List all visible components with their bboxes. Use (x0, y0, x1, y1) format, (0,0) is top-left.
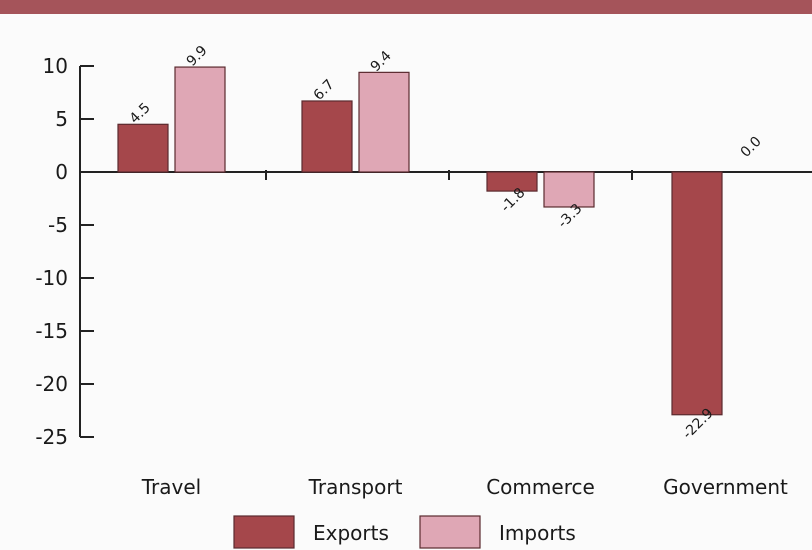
data-label: 9.9 (184, 43, 211, 70)
legend-swatch-imports (419, 515, 481, 549)
bar-exports-government (671, 171, 723, 416)
y-tick-label: -5 (48, 213, 68, 237)
y-tick-label: -25 (35, 425, 68, 449)
bar-imports-transport (358, 71, 410, 173)
data-label: 4.5 (127, 100, 154, 127)
y-tick-label: -10 (35, 266, 68, 290)
data-label: 0.0 (738, 134, 765, 161)
y-tick-label: 10 (43, 54, 68, 78)
chart-legend: Exports Imports (233, 515, 576, 549)
bar-exports-travel (117, 123, 169, 173)
bar-exports-commerce (486, 171, 538, 192)
legend-label-imports: Imports (499, 521, 576, 545)
x-category-label: Transport (308, 475, 403, 499)
data-label: 6.7 (311, 77, 338, 104)
data-label: 9.4 (368, 48, 395, 75)
legend-swatch-exports (233, 515, 295, 549)
y-tick-label: 5 (55, 107, 68, 131)
y-tick-label: 0 (55, 160, 68, 184)
bar-exports-transport (301, 100, 353, 173)
x-category-label: Government (663, 475, 788, 499)
chart-axes: 10 5 0 -5 -10 -15 -20 -25 (35, 54, 812, 449)
bar-imports-travel (174, 66, 226, 173)
x-category-label: Travel (141, 475, 201, 499)
y-tick-label: -15 (35, 319, 68, 343)
y-tick-label: -20 (35, 372, 68, 396)
legend-label-exports: Exports (313, 521, 389, 545)
header-bar (0, 0, 812, 14)
bar-imports-commerce (543, 171, 595, 208)
chart-bars (117, 66, 723, 416)
x-category-label: Commerce (486, 475, 595, 499)
